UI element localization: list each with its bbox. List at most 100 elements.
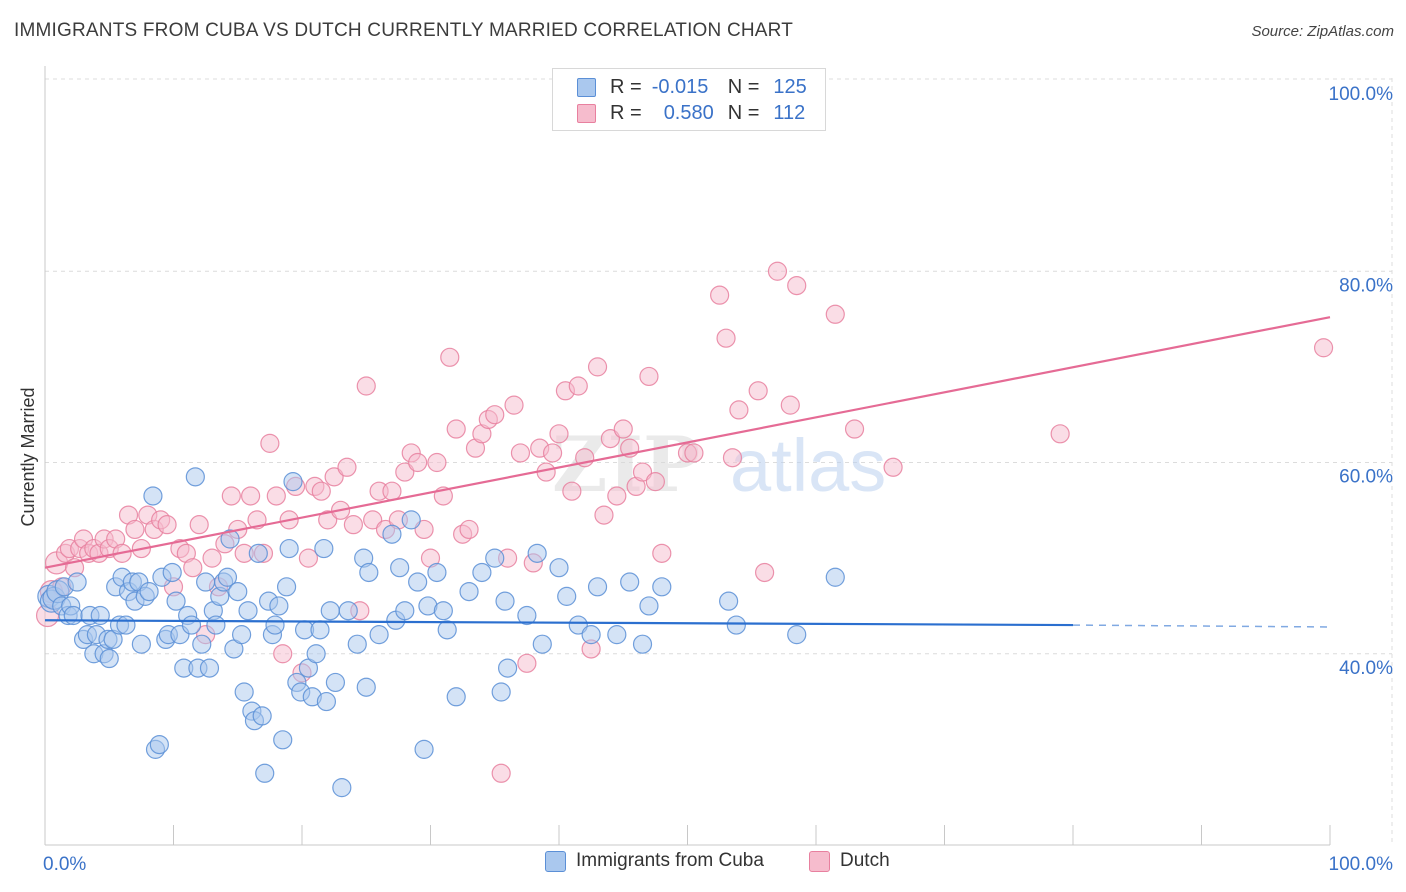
r-value: -0.015	[651, 75, 709, 98]
cuba-point	[517, 605, 537, 626]
dutch-point	[183, 558, 203, 578]
cuba-point	[273, 730, 293, 750]
cuba-point	[359, 562, 379, 583]
dutch-point	[356, 376, 376, 396]
cuba-point	[116, 615, 136, 635]
dutch-point	[260, 433, 280, 453]
dutch-point	[1313, 338, 1334, 358]
n-value: 112	[773, 101, 806, 124]
cuba-point	[557, 586, 577, 606]
cuba-point	[192, 634, 212, 654]
cuba-point	[131, 634, 151, 654]
dutch-point	[382, 481, 402, 501]
dutch-point	[221, 486, 241, 506]
dutch-point	[485, 405, 505, 425]
cuba-point	[639, 596, 659, 616]
cuba-point	[181, 615, 202, 635]
cuba-trend-line	[44, 619, 1074, 627]
dutch-point	[542, 443, 563, 463]
cuba-point	[248, 543, 268, 563]
cuba-point	[320, 601, 340, 621]
r-label: R =	[610, 75, 642, 98]
dutch-point	[337, 457, 357, 477]
dutch-points	[35, 261, 1334, 783]
cuba-point	[228, 581, 248, 602]
cuba-point	[356, 677, 376, 697]
dutch-point	[298, 548, 319, 568]
dutch-point	[125, 519, 145, 540]
x-tick-label-min: 0.0%	[43, 854, 86, 875]
y-tick-label: 60.0%	[1339, 467, 1393, 488]
cuba-point	[199, 658, 220, 678]
series-legend: Immigrants from Cuba Dutch	[0, 850, 1406, 878]
dutch-point	[189, 515, 209, 535]
cuba-point	[269, 596, 289, 616]
dutch-point	[825, 304, 845, 324]
source-label: Source: ZipAtlas.com	[1251, 23, 1394, 40]
cuba-point	[446, 687, 466, 707]
cuba-point	[532, 634, 552, 654]
dutch-point	[324, 467, 344, 487]
cuba-point	[316, 691, 337, 712]
dutch-point	[844, 419, 865, 439]
dutch-point	[748, 381, 768, 401]
dutch-point	[716, 328, 736, 348]
dutch-point	[446, 419, 466, 439]
cuba-point	[382, 524, 402, 544]
cuba-point	[139, 581, 159, 602]
cuba-point	[414, 739, 434, 759]
cuba-trend-extension	[1072, 624, 1331, 628]
dutch-point	[363, 510, 383, 530]
cuba-point	[276, 577, 297, 597]
cuba-point	[314, 538, 334, 559]
cuba-point	[401, 510, 421, 530]
n-label: N =	[727, 101, 760, 124]
cuba-point	[632, 634, 653, 654]
cuba-point	[338, 601, 358, 621]
dutch-point	[510, 443, 531, 463]
cuba-point	[310, 620, 330, 640]
cuba-point	[67, 572, 87, 592]
grid-lines	[45, 78, 1393, 845]
cuba-point	[726, 615, 746, 635]
dutch-point	[729, 400, 749, 420]
cuba-point	[149, 734, 169, 755]
cuba-point	[206, 615, 226, 635]
cuba-swatch	[577, 77, 596, 97]
dutch-point	[427, 452, 447, 473]
cuba-point	[390, 558, 410, 578]
cuba-point	[99, 648, 119, 669]
dutch-point	[594, 505, 614, 525]
chart-title: IMMIGRANTS FROM CUBA VS DUTCH CURRENTLY …	[14, 20, 794, 41]
dutch-point	[202, 548, 222, 568]
y-tick-label: 40.0%	[1339, 658, 1393, 679]
dutch-point	[517, 653, 537, 673]
cuba-point	[825, 567, 845, 587]
dutch-point	[632, 462, 653, 482]
cuba-point	[719, 591, 739, 611]
cuba-point	[607, 625, 627, 645]
dutch-point	[639, 366, 659, 387]
dutch-point	[684, 443, 704, 463]
cuba-point	[568, 615, 588, 635]
cuba-point	[279, 538, 299, 559]
cuba-point	[433, 601, 453, 621]
cuba-point	[495, 591, 515, 611]
dutch-point	[613, 419, 633, 439]
cuba-point	[395, 601, 415, 621]
cuba-point	[283, 472, 303, 492]
dutch-point	[568, 376, 588, 396]
dutch-point	[273, 644, 293, 664]
dutch-point	[504, 395, 524, 415]
y-axis-title: Currently Married	[18, 387, 38, 526]
cuba-point	[255, 763, 275, 783]
cuba-point	[220, 529, 240, 549]
cuba-point	[549, 558, 569, 578]
dutch-point	[241, 486, 261, 506]
dutch-point	[607, 486, 627, 506]
legend-item-cuba[interactable]: Immigrants from Cuba	[545, 850, 764, 872]
cuba-point	[232, 625, 252, 645]
legend-item-dutch[interactable]: Dutch	[809, 850, 890, 872]
dutch-point	[1050, 424, 1070, 444]
dutch-point	[549, 424, 569, 444]
